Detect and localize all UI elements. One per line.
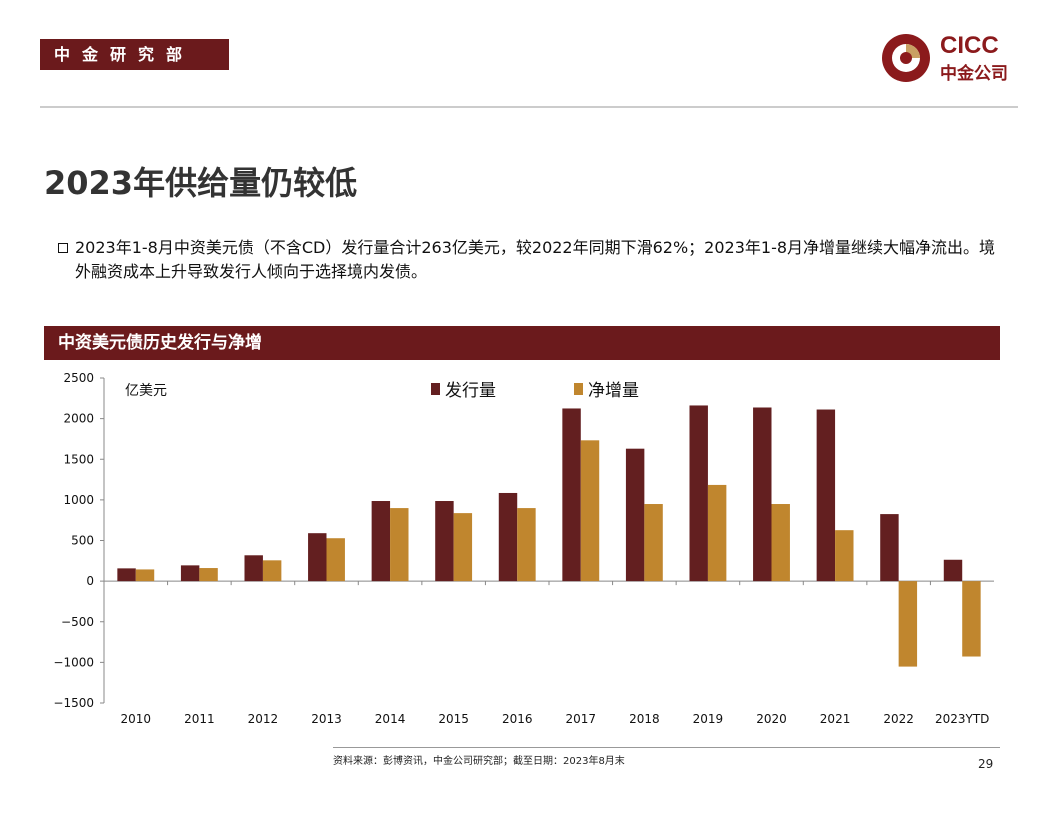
bar-issuance [435,501,454,582]
x-tick-label: 2021 [820,712,851,726]
bullet-square-icon [58,243,68,253]
bar-net-increase [580,440,600,582]
bar-net-increase [962,581,981,657]
legend-swatch-issuance [431,383,440,395]
bar-net-increase [390,508,409,582]
logo-text-en: CICC [940,32,999,59]
y-tick-label: 2000 [63,412,94,426]
legend-swatch-net [574,383,583,395]
bar-net-increase [898,581,918,667]
x-tick-label: 2017 [566,712,597,726]
bar-issuance [625,448,645,582]
x-tick-label: 2011 [184,712,215,726]
bar-issuance [371,501,391,582]
bar-net-increase [135,569,155,582]
page-title: 2023年供给量仍较低 [44,164,358,202]
y-tick-label: 1500 [63,452,94,466]
chart-title: 中资美元债历史发行与净增 [44,326,1000,360]
bar-issuance [816,409,836,582]
bar-issuance [180,565,200,582]
bar-issuance [498,492,518,582]
y-tick-label: 1000 [63,493,94,507]
bar-net-increase [771,504,790,582]
logo-text-cn: 中金公司 [940,64,1008,84]
bar-issuance [117,568,136,582]
y-tick-label: 2500 [63,371,94,385]
y-tick-label: 500 [71,534,94,548]
bar-issuance [943,559,963,582]
x-tick-label: 2019 [693,712,724,726]
department-label: 中金研究部 [40,39,229,70]
x-tick-label: 2010 [121,712,152,726]
x-tick-label: 2012 [248,712,279,726]
x-tick-label: 2015 [438,712,469,726]
x-tick-label: 2020 [756,712,787,726]
x-tick-label: 2016 [502,712,533,726]
x-tick-label: 2022 [883,712,914,726]
bar-issuance [562,408,581,582]
x-tick-label: 2023YTD [935,712,989,726]
bar-net-increase [262,560,282,582]
x-tick-label: 2014 [375,712,406,726]
header-divider [40,106,1018,108]
y-tick-label: −1500 [53,696,94,710]
bar-issuance [308,533,327,582]
bar-net-increase [707,484,727,582]
page-number: 29 [978,757,994,771]
cicc-logo-icon [882,34,930,82]
bar-net-increase [453,513,473,582]
legend-label-issuance: 发行量 [445,381,496,401]
bullet-text: 2023年1-8月中资美元债（不含CD）发行量合计263亿美元，较2022年同期… [75,238,996,281]
bar-net-increase [835,530,854,582]
y-tick-label: −1000 [53,655,94,669]
bar-issuance [244,555,263,582]
bar-net-increase [326,538,345,582]
bar-issuance [880,514,899,582]
cicc-logo: CICC 中金公司 [880,30,1020,86]
y-tick-label: −500 [61,615,94,629]
bar-net-increase [517,508,536,582]
unit-label: 亿美元 [125,383,167,399]
y-tick-label: 0 [86,574,94,588]
legend-label-net: 净增量 [588,381,639,401]
x-tick-label: 2018 [629,712,660,726]
footer-divider [333,747,1000,748]
bar-net-increase [199,568,218,582]
x-tick-label: 2013 [311,712,342,726]
bar-issuance [689,405,708,582]
bar-issuance [753,407,772,582]
bullet-point: 2023年1-8月中资美元债（不含CD）发行量合计263亿美元，较2022年同期… [58,236,1008,284]
bar-net-increase [644,504,663,582]
source-note: 资料来源：彭博资讯，中金公司研究部；截至日期：2023年8月末 [333,756,625,767]
